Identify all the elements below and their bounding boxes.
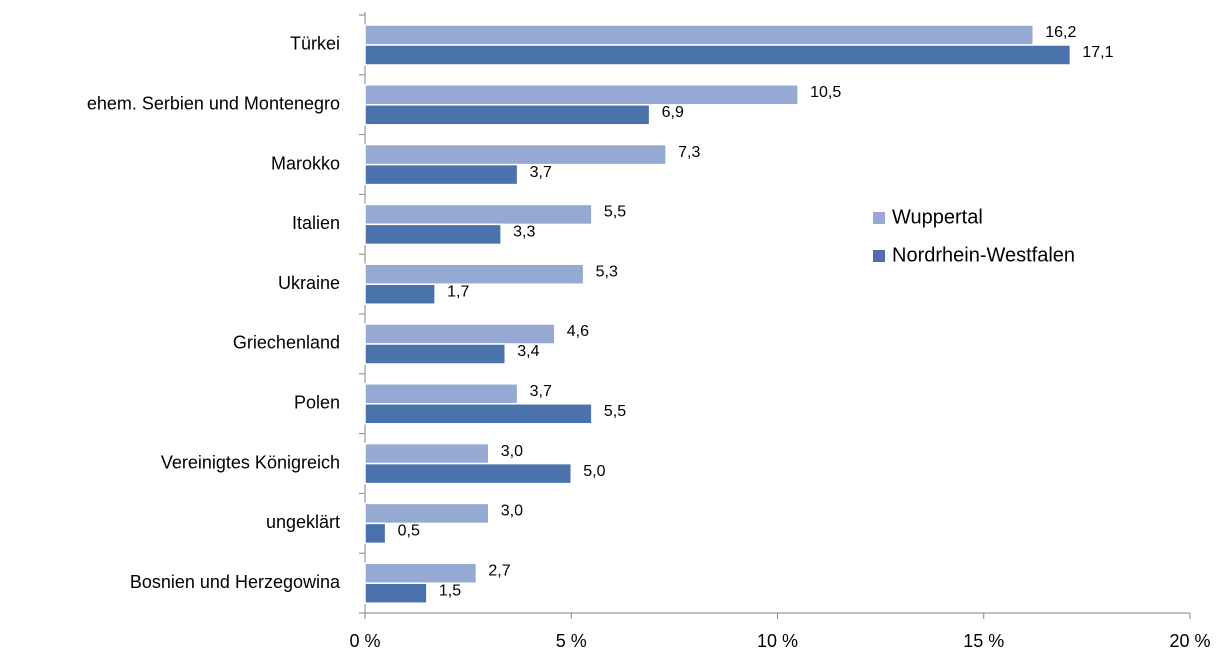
bar [364, 223, 502, 246]
category-label: Marokko [271, 153, 340, 173]
x-tick-label: 15 % [963, 631, 1004, 651]
bar [364, 143, 667, 166]
bar [364, 343, 506, 365]
value-label: 3,4 [517, 343, 539, 360]
category-label: ehem. Serbien und Montenegro [87, 93, 340, 113]
category-label: Türkei [290, 34, 340, 54]
value-label: 3,0 [501, 443, 523, 460]
legend-label: Wuppertal [892, 206, 983, 228]
value-label: 17,1 [1082, 44, 1113, 61]
bar [364, 104, 651, 126]
bar [364, 323, 556, 345]
value-label: 3,3 [513, 224, 535, 241]
value-label: 1,5 [439, 582, 461, 599]
bar [364, 84, 799, 106]
value-label: 10,5 [810, 84, 841, 101]
value-label: 5,0 [583, 463, 605, 480]
value-label: 0,5 [398, 523, 420, 540]
value-label: 3,7 [530, 164, 552, 181]
legend-swatch [873, 250, 885, 262]
category-label: Polen [294, 392, 340, 412]
bar [364, 522, 387, 545]
bar [364, 442, 490, 465]
category-label: Italien [292, 213, 340, 233]
category-label: Griechenland [233, 333, 340, 353]
bar [364, 263, 585, 285]
bar [364, 163, 519, 186]
bar [364, 283, 436, 305]
value-label: 3,7 [530, 383, 552, 400]
value-label: 1,7 [447, 283, 469, 300]
bar [364, 403, 593, 425]
bar [364, 44, 1072, 66]
value-label: 5,5 [604, 204, 626, 221]
value-label: 5,5 [604, 403, 626, 420]
bar [364, 502, 490, 525]
category-label: ungeklärt [266, 512, 340, 532]
x-tick-label: 5 % [556, 631, 587, 651]
value-label: 3,0 [501, 503, 523, 520]
value-label: 5,3 [596, 263, 618, 280]
x-tick-label: 0 % [349, 631, 380, 651]
value-label: 4,6 [567, 323, 589, 340]
bar [364, 24, 1034, 46]
value-label: 2,7 [488, 562, 510, 579]
bar [364, 203, 593, 226]
legend-label: Nordrhein-Westfalen [892, 244, 1075, 266]
value-label: 16,2 [1045, 24, 1076, 41]
value-label: 6,9 [662, 104, 684, 121]
bar [364, 582, 428, 604]
x-tick-label: 10 % [757, 631, 798, 651]
bar [364, 462, 572, 485]
category-label: Vereinigtes Königreich [161, 452, 340, 472]
bar [364, 562, 478, 584]
value-label: 7,3 [678, 144, 700, 161]
category-label: Ukraine [278, 273, 340, 293]
legend-swatch [873, 212, 885, 224]
x-tick-label: 20 % [1169, 631, 1210, 651]
bar [364, 383, 519, 405]
category-label: Bosnien und Herzegowina [130, 572, 341, 592]
